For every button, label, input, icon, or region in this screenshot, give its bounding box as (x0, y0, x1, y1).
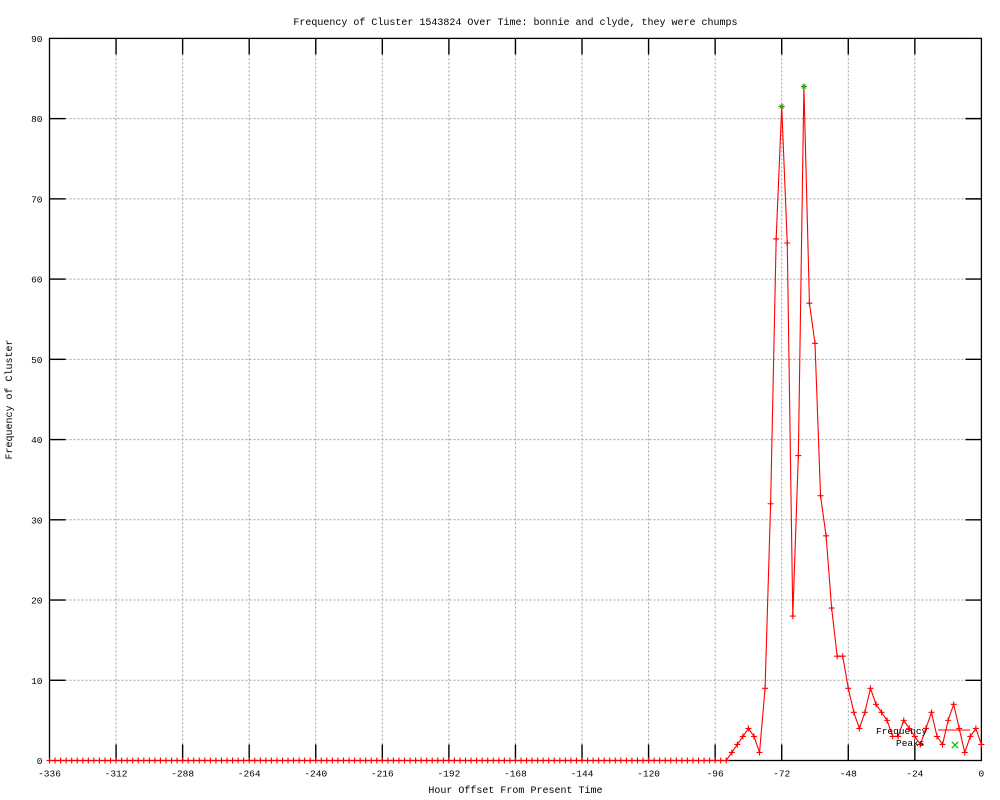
svg-text:Peaks: Peaks (896, 738, 925, 749)
svg-text:Frequency: Frequency (876, 726, 928, 737)
svg-text:-216: -216 (371, 769, 394, 780)
svg-text:-192: -192 (437, 769, 460, 780)
svg-text:-168: -168 (504, 769, 527, 780)
svg-text:-288: -288 (171, 769, 194, 780)
svg-text:-336: -336 (38, 769, 61, 780)
svg-text:0: 0 (37, 756, 43, 767)
svg-text:-48: -48 (840, 769, 857, 780)
svg-text:Frequency of Cluster 1543824 O: Frequency of Cluster 1543824 Over Time: … (293, 17, 737, 29)
svg-text:Hour Offset From Present Time: Hour Offset From Present Time (428, 785, 602, 797)
svg-text:40: 40 (31, 435, 43, 446)
svg-text:30: 30 (31, 515, 43, 526)
svg-text:0: 0 (979, 769, 985, 780)
svg-text:-312: -312 (105, 769, 128, 780)
svg-text:-264: -264 (238, 769, 261, 780)
svg-text:20: 20 (31, 596, 43, 607)
svg-text:70: 70 (31, 194, 43, 205)
svg-text:Frequency of Cluster: Frequency of Cluster (4, 339, 16, 459)
svg-text:-96: -96 (707, 769, 724, 780)
svg-text:-72: -72 (773, 769, 790, 780)
svg-text:-120: -120 (637, 769, 660, 780)
svg-text:50: 50 (31, 355, 43, 366)
svg-text:-144: -144 (571, 769, 594, 780)
svg-text:80: 80 (31, 114, 43, 125)
svg-text:10: 10 (31, 676, 43, 687)
svg-text:90: 90 (31, 34, 43, 45)
svg-text:60: 60 (31, 275, 43, 286)
svg-text:-240: -240 (304, 769, 327, 780)
svg-text:-24: -24 (906, 769, 923, 780)
